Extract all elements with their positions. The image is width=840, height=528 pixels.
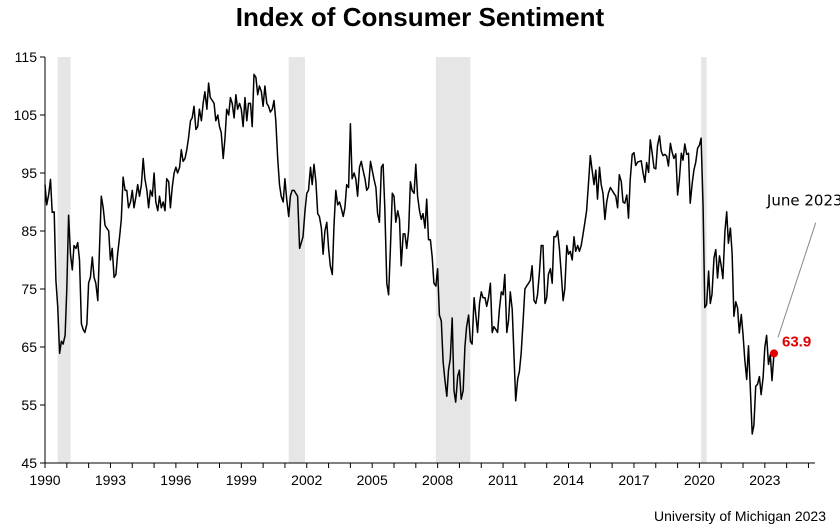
x-tick-label: 2002 (291, 472, 322, 488)
y-tick-label: 95 (21, 165, 37, 181)
y-tick-label: 75 (21, 281, 37, 297)
highlight-point (769, 349, 778, 358)
recession-band (435, 57, 471, 463)
x-tick-label: 1996 (160, 472, 191, 488)
x-tick-label: 2011 (488, 472, 518, 488)
highlight-value-label: 63.9 (782, 333, 811, 350)
annotation-layer: June 2023 63.9 (766, 192, 840, 358)
y-tick-label: 45 (21, 455, 37, 471)
annotation-leader-line (777, 222, 817, 338)
y-tick-label: 85 (21, 223, 37, 239)
chart-title: Index of Consumer Sentiment (235, 2, 605, 32)
recession-band (57, 57, 71, 463)
x-tick-label: 2023 (749, 472, 780, 488)
recession-band (288, 57, 306, 463)
y-tick-label: 115 (15, 49, 38, 65)
x-tick-label: 2005 (357, 472, 388, 488)
axes (44, 57, 815, 464)
x-tick-label: 1990 (29, 472, 60, 488)
y-tick-label: 65 (21, 339, 37, 355)
series-line (44, 73, 775, 435)
y-tick-label: 105 (14, 107, 38, 123)
x-tick-label: 1999 (226, 472, 257, 488)
recession-bands (57, 57, 707, 463)
x-tick-label: 2017 (618, 472, 649, 488)
annotation-label: June 2023 (766, 192, 840, 210)
x-axis-ticks: 1990 1993 1996 1999 2002 2005 2008 2011 2014 2017… (29, 463, 809, 488)
series-layer (44, 73, 775, 435)
x-tick-label: 2020 (684, 472, 715, 488)
source-note: University of Michigan 2023 (654, 508, 826, 524)
y-tick-label: 55 (21, 397, 37, 413)
y-axis-ticks: 45 55 65 75 85 95 105 115 (14, 49, 45, 471)
x-tick-label: 2008 (422, 472, 453, 488)
x-tick-label: 2014 (553, 472, 584, 488)
x-tick-label: 1993 (95, 472, 126, 488)
